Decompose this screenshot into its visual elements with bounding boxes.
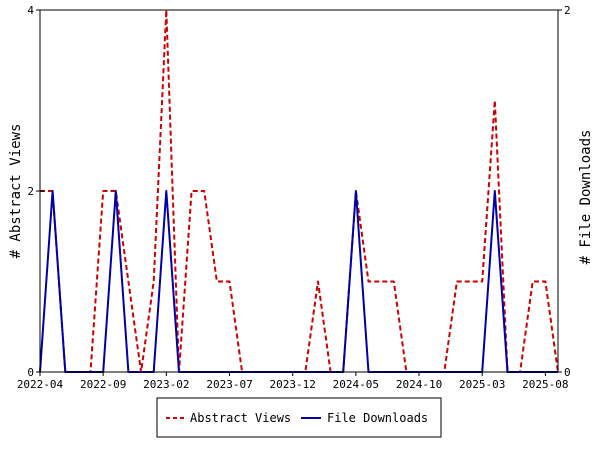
- ticks-layer: 2022-04 2022-09 2023-02 2023-07 2023-12 2024-…: [17, 4, 571, 391]
- legend: Abstract Views File Downloads: [156, 397, 442, 438]
- legend-label-file-downloads: File Downloads: [327, 411, 428, 425]
- x-tick-label: 2023-02: [143, 378, 189, 391]
- x-tick-label: 2024-10: [396, 378, 442, 391]
- x-tick-label: 2024-05: [333, 378, 379, 391]
- y-axis-left-title: # Abstract Views: [8, 124, 24, 259]
- y-left-tick-label: 4: [27, 4, 34, 17]
- x-tick-label: 2025-03: [459, 378, 505, 391]
- y-right-tick-label: 2: [564, 4, 571, 17]
- x-tick-label: 2022-09: [80, 378, 126, 391]
- y-left-tick-label: 0: [27, 366, 34, 379]
- y-right-tick-label: 0: [564, 366, 571, 379]
- y-axis-right-title: # File Downloads: [578, 130, 594, 265]
- x-tick-label: 2023-12: [270, 378, 316, 391]
- y-left-tick-label: 2: [27, 185, 34, 198]
- x-tick-label: 2025-08: [522, 378, 568, 391]
- x-tick-label: 2023-07: [206, 378, 252, 391]
- x-tick-label: 2022-04: [17, 378, 64, 391]
- legend-box: [156, 397, 442, 438]
- legend-label-abstract-views: Abstract Views: [190, 411, 291, 425]
- series-line-abstract-views: [40, 9, 559, 373]
